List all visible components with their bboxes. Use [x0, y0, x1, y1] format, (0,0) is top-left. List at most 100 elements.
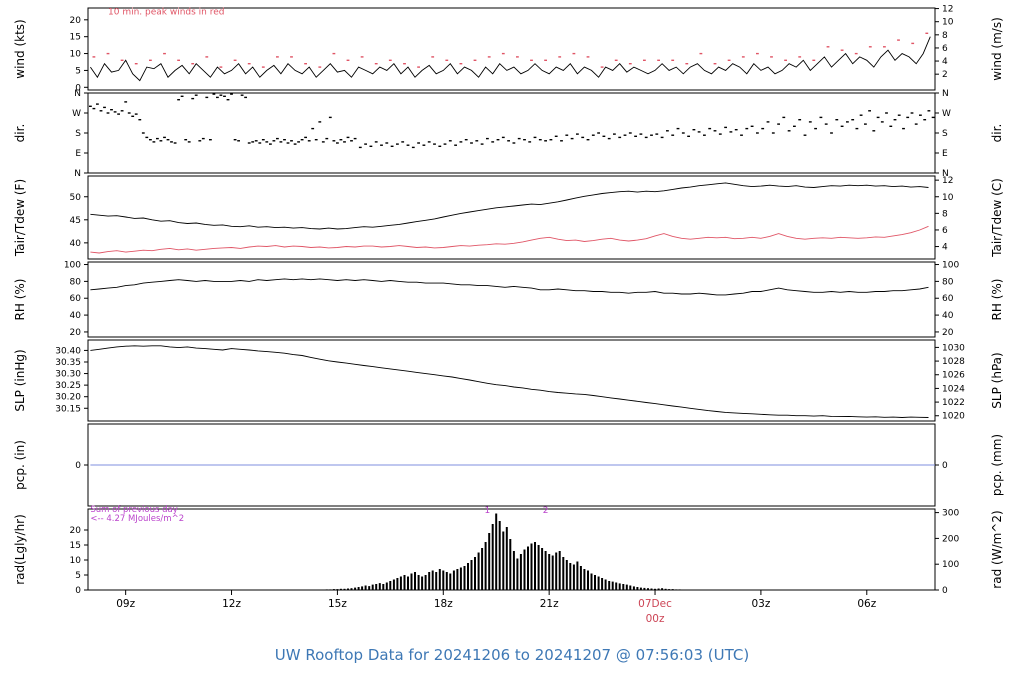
x-tick-label: 09z: [116, 598, 135, 610]
rh-left-tick-label: 40: [70, 311, 82, 321]
slp-left-tick-label: 30.30: [55, 370, 81, 380]
slp-right-tick-label: 1030: [942, 343, 965, 353]
rad-panel-border: [87, 508, 936, 591]
solar-radiation-series: [322, 513, 688, 590]
slp-left-tick-label: 30.40: [55, 346, 81, 356]
panel-temp: 40 45 50 4 6 8 10 12 Tair/Tdew (F) Tair/Tdew (C): [13, 175, 1004, 260]
dir-left-tick-label: N: [74, 169, 81, 179]
rad-right-tick-label: 100: [942, 560, 959, 570]
rad-annotation: 1: [485, 506, 491, 516]
relative-humidity-series: [90, 278, 929, 296]
x-tick-label: 15z: [328, 598, 347, 610]
rh-left-axis-label: RH (%): [13, 279, 27, 321]
rh-right-tick-label: 100: [942, 261, 959, 271]
rad-annotation: 2: [543, 506, 549, 516]
dir-right-tick-label: N: [942, 169, 949, 179]
wind-right-tick-label: 8: [942, 31, 948, 41]
rad-right-tick-label: 0: [942, 586, 948, 596]
x-tick-label: 12z: [222, 598, 241, 610]
wind-direction-series: [89, 93, 935, 149]
rad-left-axis-label: rad(Lgly/hr): [13, 514, 27, 585]
slp-left-tick-label: 30.35: [55, 358, 81, 368]
wind-right-axis-label: wind (m/s): [990, 17, 1004, 81]
dir-right-tick-label: S: [942, 129, 948, 139]
dir-right-tick-label: W: [942, 109, 951, 119]
dir-left-axis-label: dir.: [13, 124, 27, 143]
rad-left-tick-label: 15: [70, 541, 81, 551]
rad-left-tick-label: 10: [70, 556, 82, 566]
rh-right-tick-label: 80: [942, 277, 954, 287]
x-axis: 09z 12z 15z 18z 21z 07Dec 00z 03z 06z: [116, 590, 877, 625]
sea-level-pressure-series: [90, 345, 929, 418]
dir-left-tick-label: W: [72, 109, 81, 119]
temp-left-axis-label: Tair/Tdew (F): [13, 179, 27, 257]
wind-left-tick-label: 20: [70, 16, 82, 26]
wind-left-tick-label: 10: [70, 50, 82, 60]
rad-left-tick-label: 0: [75, 586, 81, 596]
rad-right-tick-label: 200: [942, 534, 959, 544]
rh-right-tick-label: 60: [942, 294, 954, 304]
wind-right-tick-label: 2: [942, 70, 948, 80]
x-tick-label: 06z: [857, 598, 876, 610]
wind-left-tick-label: 5: [75, 66, 81, 76]
rh-right-tick-label: 20: [942, 328, 954, 338]
x-tick-label: 21z: [540, 598, 559, 610]
dew-point-series: [90, 225, 929, 254]
x-tick-label: 00z: [646, 613, 665, 625]
panel-pcp: 0 0 pcp. (in) pcp. (mm): [13, 423, 1004, 507]
dir-right-tick-label: E: [942, 149, 948, 159]
temp-left-tick-label: 45: [70, 216, 81, 226]
slp-left-tick-label: 30.20: [55, 393, 81, 403]
rh-left-tick-label: 100: [64, 261, 81, 271]
wind-right-tick-label: 10: [942, 18, 954, 28]
figure-title: UW Rooftop Data for 20241206 to 20241207…: [274, 646, 750, 664]
wind-annotation: 10 min. peak winds in red: [108, 7, 225, 17]
dir-left-tick-label: E: [75, 149, 81, 159]
dir-right-tick-label: N: [942, 89, 949, 99]
slp-right-tick-label: 1026: [942, 371, 965, 381]
pcp-right-axis-label: pcp. (mm): [990, 434, 1004, 496]
panel-rh: 20 40 60 80 100 20 40 60 80 100 RH (%) RH (%): [13, 261, 1004, 338]
slp-right-tick-label: 1020: [942, 412, 965, 422]
wind-left-tick-label: 0: [75, 83, 81, 93]
pcp-left-tick-label: 0: [75, 461, 81, 471]
temp-right-tick-label: 4: [942, 243, 948, 253]
temp-right-tick-label: 12: [942, 176, 953, 186]
peak-wind-series: [92, 32, 929, 68]
slp-right-tick-label: 1022: [942, 398, 965, 408]
air-temperature-series: [90, 182, 929, 230]
rad-left-tick-label: 5: [75, 571, 81, 581]
temp-left-tick-label: 40: [70, 239, 82, 249]
x-tick-label: 03z: [751, 598, 770, 610]
slp-right-tick-label: 1028: [942, 357, 965, 367]
x-tick-label: 18z: [434, 598, 453, 610]
rad-annotation: Sum of previous day: [90, 505, 177, 515]
rh-left-tick-label: 60: [70, 294, 82, 304]
rad-annotation: <-- 4.27 MJoules/m^2: [90, 514, 184, 524]
pcp-left-axis-label: pcp. (in): [13, 440, 27, 490]
slp-panel-border: [87, 339, 936, 422]
wind-right-tick-label: 6: [942, 44, 948, 54]
slp-right-tick-label: 1024: [942, 384, 965, 394]
temp-panel-border: [87, 175, 936, 260]
dir-left-tick-label: S: [75, 129, 81, 139]
pcp-right-tick-label: 0: [942, 461, 948, 471]
rad-left-tick-label: 20: [70, 526, 82, 536]
rad-right-tick-label: 300: [942, 509, 959, 519]
rh-panel-border: [87, 261, 936, 338]
dir-right-axis-label: dir.: [990, 124, 1004, 143]
rad-right-axis-label: rad (W/m^2): [990, 510, 1004, 588]
slp-left-tick-label: 30.15: [55, 404, 81, 414]
panel-wind: 0 5 10 15 20 2 4 6 8 10 12 wind (kts) wind (m/s) 10 m…: [13, 5, 1004, 94]
slp-right-axis-label: SLP (hPa): [990, 352, 1004, 408]
rh-left-tick-label: 80: [70, 277, 82, 287]
wind-panel-border: [87, 7, 936, 91]
temp-right-tick-label: 8: [942, 209, 948, 219]
rh-right-axis-label: RH (%): [990, 279, 1004, 321]
wind-right-tick-label: 4: [942, 57, 948, 67]
